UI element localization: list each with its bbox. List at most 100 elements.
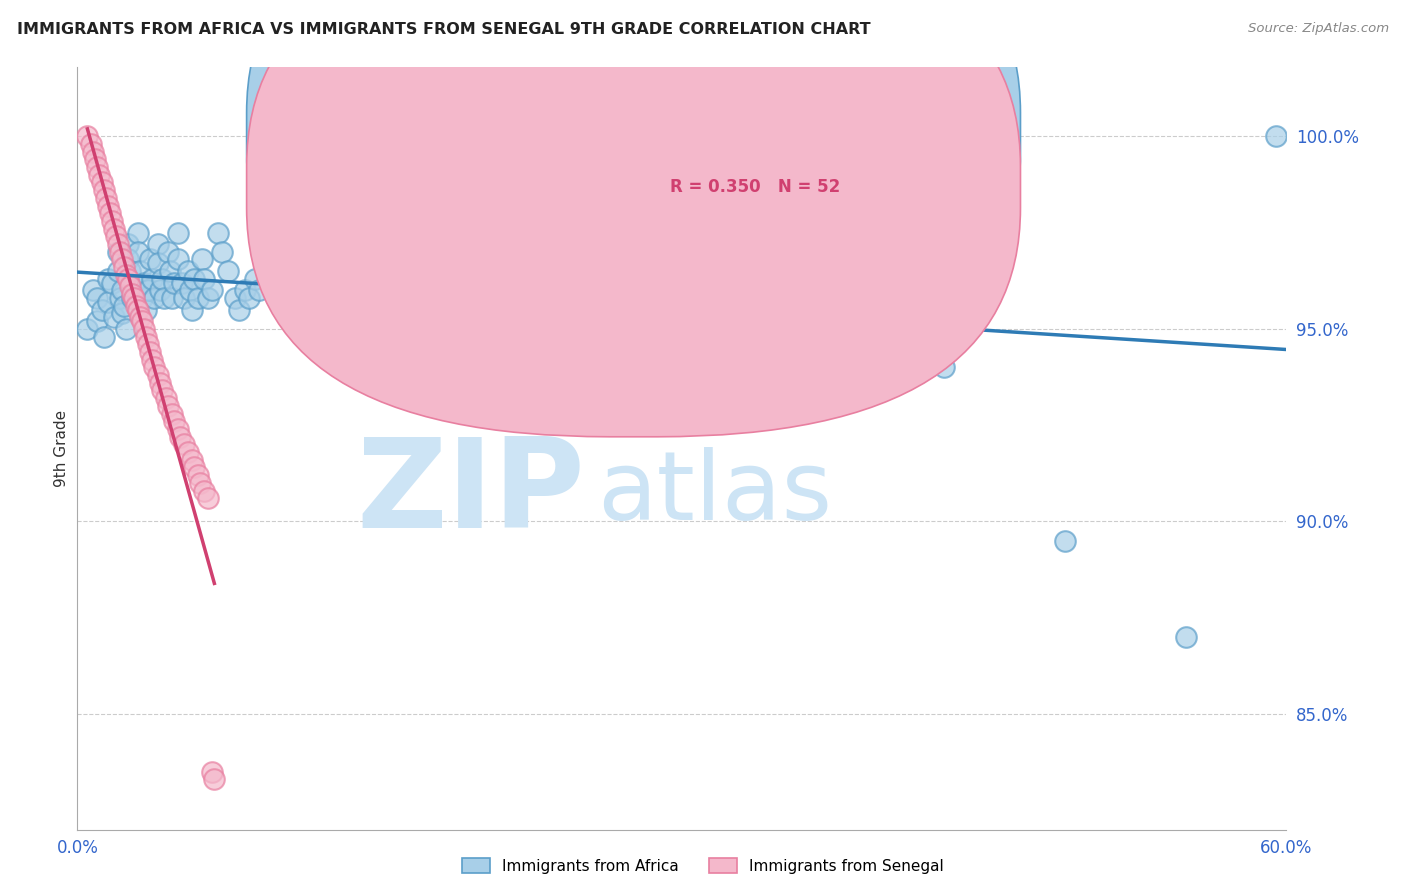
Point [141, 352, 163, 367]
Point [202, 772, 225, 787]
Point [163, 414, 186, 428]
Point [132, 322, 155, 336]
Point [288, 264, 311, 278]
Point [122, 291, 145, 305]
Point [103, 310, 125, 325]
Point [111, 252, 134, 267]
Point [149, 283, 172, 297]
Point [610, 198, 633, 212]
Point [111, 283, 134, 297]
Text: ZIP: ZIP [357, 434, 585, 555]
Point [197, 491, 219, 506]
Point [191, 252, 214, 267]
Point [93, 329, 115, 343]
Point [1265, 129, 1288, 144]
Point [267, 226, 290, 240]
Point [167, 252, 190, 267]
Point [731, 302, 754, 317]
Point [127, 302, 149, 317]
Point [193, 483, 215, 498]
Point [183, 271, 205, 285]
Point [150, 271, 173, 285]
Point [114, 268, 136, 282]
Point [104, 229, 127, 244]
Point [117, 271, 139, 285]
Point [247, 283, 270, 297]
Point [146, 237, 169, 252]
Point [157, 244, 180, 259]
Point [128, 310, 150, 325]
Point [128, 264, 150, 278]
Point [100, 276, 122, 290]
Point [177, 445, 200, 459]
Legend: Immigrants from Africa, Immigrants from Senegal: Immigrants from Africa, Immigrants from … [456, 852, 950, 880]
Point [117, 252, 139, 267]
Point [94, 191, 117, 205]
FancyBboxPatch shape [585, 90, 936, 231]
Point [328, 291, 350, 305]
Point [136, 283, 159, 297]
Text: atlas: atlas [598, 448, 832, 541]
Point [179, 283, 201, 297]
Point [1053, 533, 1076, 548]
FancyBboxPatch shape [246, 0, 1021, 384]
Point [98, 206, 121, 220]
Point [429, 214, 451, 228]
Point [146, 256, 169, 270]
Point [112, 299, 135, 313]
Point [181, 302, 204, 317]
Point [127, 226, 149, 240]
Point [201, 764, 224, 779]
Point [167, 422, 190, 436]
Point [108, 291, 131, 305]
Text: IMMIGRANTS FROM AFRICA VS IMMIGRANTS FROM SENEGAL 9TH GRADE CORRELATION CHART: IMMIGRANTS FROM AFRICA VS IMMIGRANTS FRO… [17, 22, 870, 37]
Point [112, 260, 135, 275]
Point [76, 129, 98, 144]
Point [187, 468, 209, 483]
Point [96, 198, 118, 212]
Point [163, 276, 186, 290]
Point [135, 302, 157, 317]
Point [93, 183, 115, 197]
Point [197, 291, 219, 305]
Point [308, 302, 330, 317]
Point [135, 329, 157, 343]
Point [131, 314, 153, 328]
Point [131, 291, 153, 305]
Point [107, 237, 129, 252]
Point [233, 283, 256, 297]
Point [550, 214, 572, 228]
Point [127, 244, 149, 259]
Point [388, 252, 411, 267]
Point [932, 360, 955, 375]
Point [228, 302, 250, 317]
Point [118, 279, 141, 293]
Point [107, 244, 129, 259]
Point [100, 214, 122, 228]
Point [187, 291, 209, 305]
Point [409, 237, 432, 252]
Point [167, 226, 190, 240]
Point [121, 287, 143, 301]
Point [96, 271, 118, 285]
Point [107, 264, 129, 278]
Point [173, 437, 195, 451]
Point [84, 153, 107, 167]
Point [243, 271, 266, 285]
Point [118, 264, 141, 278]
Point [157, 399, 180, 413]
Point [136, 337, 159, 351]
Point [146, 368, 169, 382]
Point [125, 299, 148, 313]
Point [181, 452, 204, 467]
Point [121, 291, 143, 305]
Point [86, 314, 108, 328]
Point [169, 430, 191, 444]
Point [470, 206, 492, 220]
Text: R = 0.350   N = 52: R = 0.350 N = 52 [669, 178, 839, 195]
Point [201, 283, 224, 297]
Point [150, 384, 173, 398]
Point [86, 291, 108, 305]
Point [86, 160, 108, 174]
Point [238, 291, 260, 305]
